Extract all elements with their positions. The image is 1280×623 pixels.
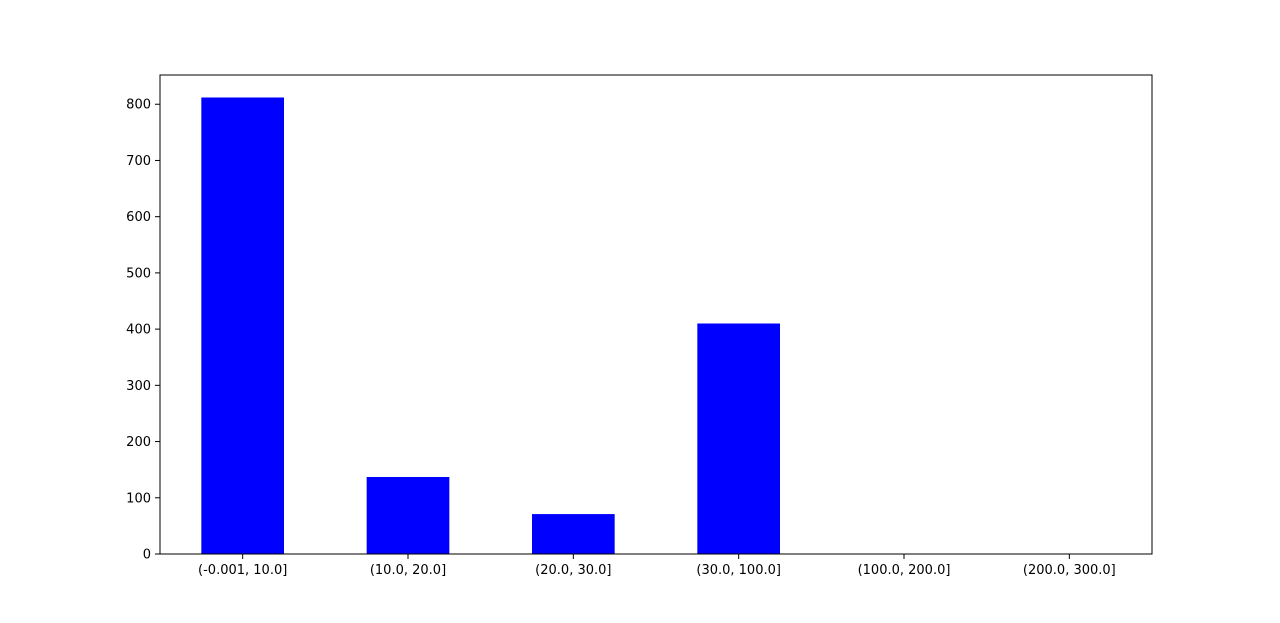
- x-tick-label-3: (30.0, 100.0]: [696, 563, 781, 578]
- x-tick-label-0: (-0.001, 10.0]: [198, 563, 287, 578]
- y-tick-label-3: 300: [126, 379, 151, 394]
- bar-1: [366, 476, 450, 554]
- axes-frame: [159, 74, 1153, 555]
- y-tick-label-6: 600: [126, 210, 151, 225]
- y-tick-label-5: 500: [126, 266, 151, 281]
- x-tick-label-1: (10.0, 20.0]: [370, 563, 446, 578]
- y-axis: 0 100 200 300 400 500 600 700 800: [126, 98, 160, 563]
- bar-2: [532, 514, 615, 554]
- bar-0: [201, 97, 284, 555]
- x-axis: (-0.001, 10.0] (10.0, 20.0] (20.0, 30.0] (3…: [198, 554, 1116, 578]
- x-tick-label-2: (20.0, 30.0]: [535, 563, 611, 578]
- y-tick-label-1: 100: [126, 491, 151, 506]
- y-tick-label-4: 400: [126, 323, 151, 338]
- x-tick-label-4: (100.0, 200.0]: [858, 563, 951, 578]
- bar-3: [697, 323, 780, 554]
- bars-group: [201, 97, 780, 555]
- y-tick-label-0: 0: [143, 548, 151, 563]
- x-tick-label-5: (200.0, 300.0]: [1023, 563, 1116, 578]
- y-tick-label-8: 800: [126, 98, 151, 113]
- y-tick-label-2: 200: [126, 435, 151, 450]
- y-tick-label-7: 700: [126, 154, 151, 169]
